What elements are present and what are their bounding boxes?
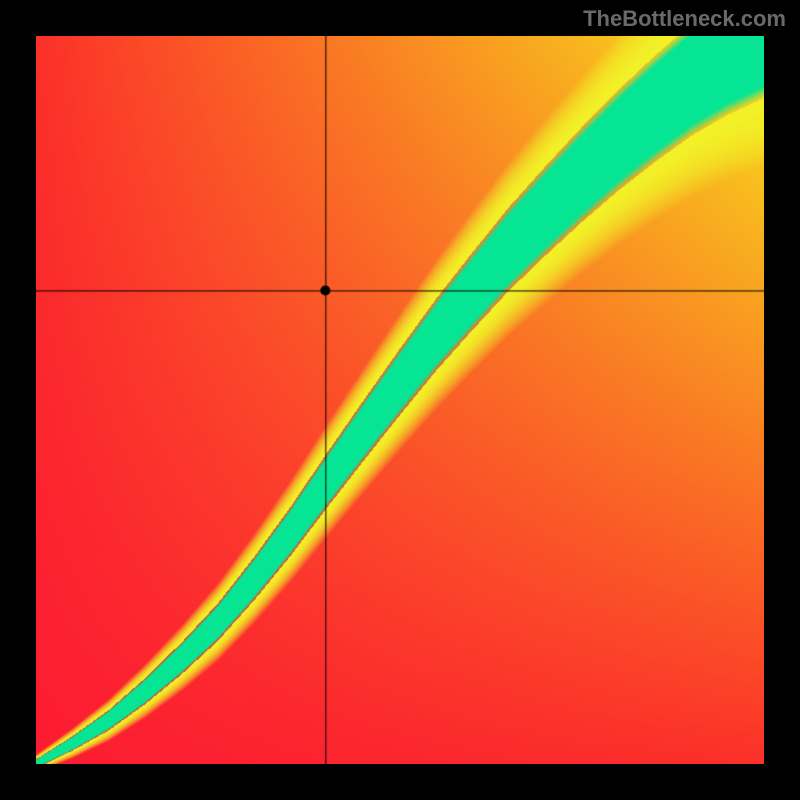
heatmap-plot bbox=[36, 36, 764, 764]
heatmap-canvas bbox=[36, 36, 764, 764]
watermark-text: TheBottleneck.com bbox=[583, 6, 786, 32]
chart-container: TheBottleneck.com bbox=[0, 0, 800, 800]
